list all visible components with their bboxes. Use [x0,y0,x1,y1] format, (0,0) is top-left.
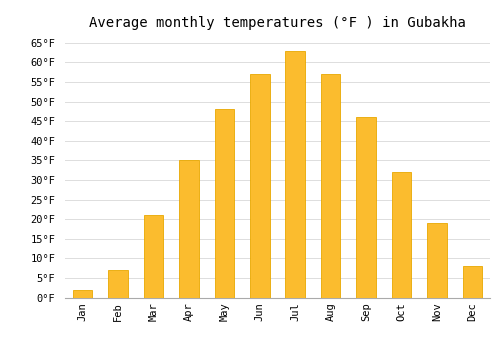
Bar [427,223,446,298]
Bar [321,74,340,298]
Bar [250,74,270,298]
Bar [356,117,376,298]
Bar [462,266,482,298]
Bar [144,215,164,298]
Bar [392,172,411,298]
Bar [73,290,92,298]
Title: Average monthly temperatures (°F ) in Gubakha: Average monthly temperatures (°F ) in Gu… [89,16,466,30]
Bar [179,160,199,298]
Bar [286,51,305,298]
Bar [214,110,234,297]
Bar [108,270,128,298]
